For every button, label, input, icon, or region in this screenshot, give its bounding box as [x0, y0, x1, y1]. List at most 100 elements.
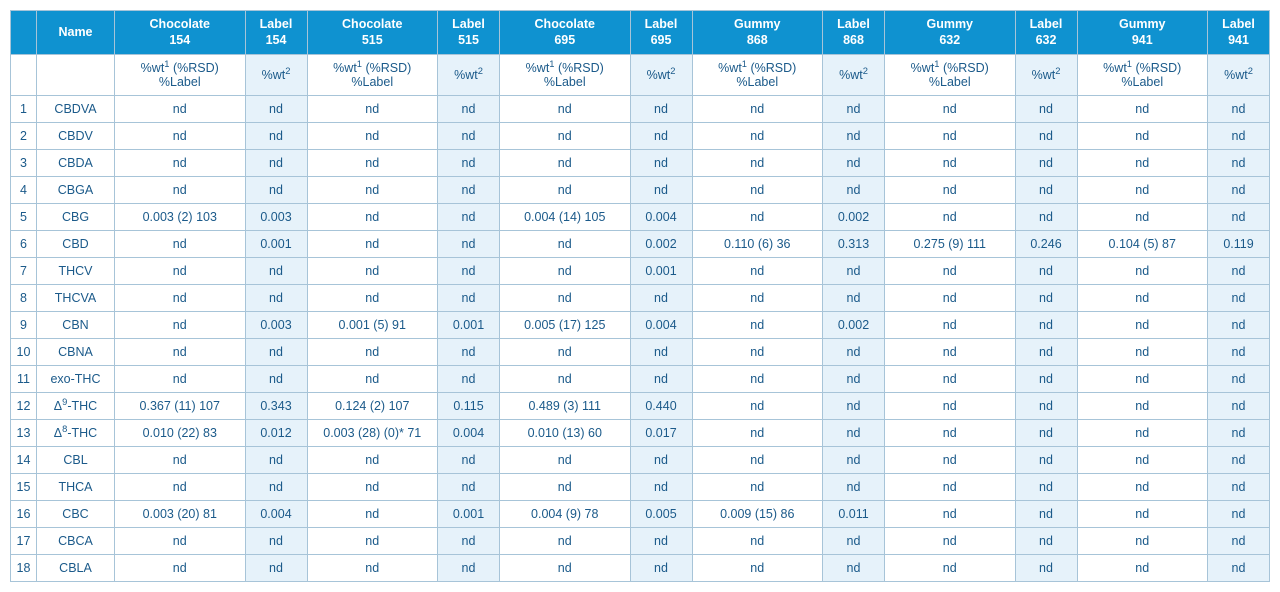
- sample-cell: nd: [500, 474, 631, 501]
- label-cell: nd: [1208, 312, 1270, 339]
- sample-cell: 0.275 (9) 111: [885, 231, 1016, 258]
- label-cell: nd: [1208, 258, 1270, 285]
- label-cell: nd: [823, 150, 885, 177]
- subheader-sample-4: %wt1 (%RSD)%Label: [885, 55, 1016, 96]
- row-number: 17: [11, 528, 37, 555]
- table-row: 13Δ8-THC0.010 (22) 830.0120.003 (28) (0)…: [11, 420, 1270, 447]
- label-cell: 0.003: [245, 204, 307, 231]
- label-cell: nd: [1208, 150, 1270, 177]
- label-cell: nd: [823, 339, 885, 366]
- subheader-label-1: %wt2: [438, 55, 500, 96]
- row-number: 11: [11, 366, 37, 393]
- label-cell: nd: [1015, 528, 1077, 555]
- row-number: 7: [11, 258, 37, 285]
- row-name: THCVA: [37, 285, 115, 312]
- label-cell: 0.246: [1015, 231, 1077, 258]
- subheader-sample-0: %wt1 (%RSD)%Label: [115, 55, 246, 96]
- sample-cell: nd: [1077, 312, 1208, 339]
- sample-cell: nd: [885, 420, 1016, 447]
- label-cell: 0.004: [245, 501, 307, 528]
- label-cell: nd: [438, 447, 500, 474]
- subheader-label-2: %wt2: [630, 55, 692, 96]
- sample-cell: nd: [115, 366, 246, 393]
- label-cell: nd: [1015, 339, 1077, 366]
- sample-cell: nd: [885, 150, 1016, 177]
- table-row: 15THCAndndndndndndndndndndndnd: [11, 474, 1270, 501]
- table-row: 14CBLndndndndndndndndndndndnd: [11, 447, 1270, 474]
- sample-cell: nd: [307, 177, 438, 204]
- sample-cell: nd: [1077, 447, 1208, 474]
- label-cell: nd: [438, 555, 500, 582]
- header-label-2: Label695: [630, 11, 692, 55]
- sample-cell: nd: [307, 501, 438, 528]
- table-row: 2CBDVndndndndndndndndndndndnd: [11, 123, 1270, 150]
- label-cell: 0.004: [630, 204, 692, 231]
- sample-cell: nd: [307, 528, 438, 555]
- sample-cell: nd: [885, 501, 1016, 528]
- sample-cell: nd: [692, 393, 823, 420]
- label-cell: nd: [1208, 285, 1270, 312]
- row-number: 10: [11, 339, 37, 366]
- table-row: 6CBDnd0.001ndndnd0.0020.110 (6) 360.3130…: [11, 231, 1270, 258]
- label-cell: nd: [823, 474, 885, 501]
- label-cell: nd: [823, 177, 885, 204]
- label-cell: 0.005: [630, 501, 692, 528]
- sample-cell: nd: [692, 447, 823, 474]
- sample-cell: 0.001 (5) 91: [307, 312, 438, 339]
- row-name: CBG: [37, 204, 115, 231]
- sample-cell: 0.009 (15) 86: [692, 501, 823, 528]
- label-cell: nd: [1208, 96, 1270, 123]
- table-body: 1CBDVAndndndndndndndndndndndnd2CBDVndndn…: [11, 96, 1270, 582]
- row-number: 18: [11, 555, 37, 582]
- sample-cell: nd: [692, 285, 823, 312]
- row-name: THCA: [37, 474, 115, 501]
- header-sample-5: Gummy941: [1077, 11, 1208, 55]
- label-cell: nd: [1208, 555, 1270, 582]
- row-name: CBCA: [37, 528, 115, 555]
- sample-cell: nd: [500, 447, 631, 474]
- sample-cell: nd: [500, 555, 631, 582]
- label-cell: nd: [823, 420, 885, 447]
- label-cell: nd: [1208, 447, 1270, 474]
- table-row: 4CBGAndndndndndndndndndndndnd: [11, 177, 1270, 204]
- table-row: 18CBLAndndndndndndndndndndndnd: [11, 555, 1270, 582]
- label-cell: nd: [630, 366, 692, 393]
- sample-cell: nd: [692, 474, 823, 501]
- sample-cell: nd: [1077, 96, 1208, 123]
- row-number: 4: [11, 177, 37, 204]
- sample-cell: nd: [885, 339, 1016, 366]
- label-cell: nd: [245, 528, 307, 555]
- sample-cell: nd: [307, 204, 438, 231]
- sample-cell: nd: [307, 123, 438, 150]
- sample-cell: nd: [885, 96, 1016, 123]
- row-number: 6: [11, 231, 37, 258]
- row-name: CBDVA: [37, 96, 115, 123]
- sample-cell: nd: [885, 528, 1016, 555]
- sample-cell: nd: [115, 96, 246, 123]
- row-name: exo-THC: [37, 366, 115, 393]
- sample-cell: nd: [692, 123, 823, 150]
- label-cell: nd: [1208, 204, 1270, 231]
- sample-cell: nd: [692, 528, 823, 555]
- subheader-label-0: %wt2: [245, 55, 307, 96]
- label-cell: nd: [1015, 474, 1077, 501]
- sample-cell: nd: [692, 204, 823, 231]
- sample-cell: nd: [115, 258, 246, 285]
- label-cell: nd: [438, 474, 500, 501]
- label-cell: nd: [1208, 393, 1270, 420]
- row-name: CBDV: [37, 123, 115, 150]
- label-cell: nd: [438, 528, 500, 555]
- label-cell: nd: [630, 474, 692, 501]
- label-cell: nd: [630, 123, 692, 150]
- row-name: CBGA: [37, 177, 115, 204]
- sample-cell: nd: [1077, 150, 1208, 177]
- label-cell: nd: [245, 339, 307, 366]
- sample-cell: nd: [885, 474, 1016, 501]
- row-number: 8: [11, 285, 37, 312]
- row-name: CBC: [37, 501, 115, 528]
- row-name: Δ8-THC: [37, 420, 115, 447]
- label-cell: 0.011: [823, 501, 885, 528]
- label-cell: nd: [245, 123, 307, 150]
- sample-cell: nd: [692, 258, 823, 285]
- sample-cell: nd: [885, 447, 1016, 474]
